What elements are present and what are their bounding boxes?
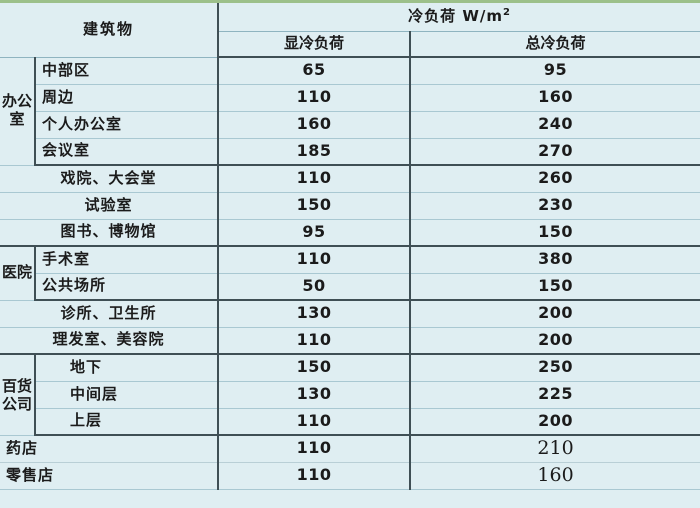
table-row: 试验室 150 230	[0, 192, 700, 220]
cell-sensible: 110	[217, 462, 411, 490]
table-header-row-secondary: 显冷负荷 总冷负荷	[0, 31, 700, 58]
row-label: 公共场所	[35, 273, 219, 301]
cell-sensible: 185	[217, 138, 411, 166]
cell-total: 200	[409, 408, 700, 436]
header-building: 建筑物	[0, 3, 219, 58]
cell-sensible: 150	[217, 192, 411, 220]
cell-sensible: 160	[217, 111, 411, 139]
group-label-department-store: 百货 公司	[0, 354, 36, 436]
cooling-load-table: 建筑物 冷负荷 W/m2 显冷负荷 总冷负荷 办公室 中部区 65 95 周边 …	[0, 3, 700, 490]
row-label: 个人办公室	[35, 111, 219, 139]
cell-total: 160	[409, 462, 700, 490]
row-label: 图书、博物馆	[0, 219, 219, 247]
cell-sensible: 150	[217, 354, 411, 382]
cell-total: 210	[409, 435, 700, 463]
table-row: 药店 110 210	[0, 435, 700, 463]
cell-sensible: 130	[217, 381, 411, 409]
group-label-hospital: 医院	[0, 246, 36, 301]
cell-sensible: 110	[217, 84, 411, 112]
cell-sensible: 110	[217, 246, 411, 274]
cell-total: 260	[409, 165, 700, 193]
table-row: 上层 110 200	[0, 408, 700, 436]
cell-total: 95	[409, 57, 700, 85]
cell-total: 150	[409, 273, 700, 301]
table-row: 公共场所 50 150	[0, 273, 700, 301]
cell-total: 160	[409, 84, 700, 112]
cell-total: 250	[409, 354, 700, 382]
table-header-row-primary: 建筑物 冷负荷 W/m2	[0, 3, 700, 58]
cell-total: 200	[409, 327, 700, 355]
cell-total: 230	[409, 192, 700, 220]
header-cooling-load: 冷负荷 W/m2	[217, 3, 700, 32]
table-row: 周边 110 160	[0, 84, 700, 112]
table-row: 个人办公室 160 240	[0, 111, 700, 139]
group-label-line1: 百货	[1, 376, 32, 395]
cell-total: 240	[409, 111, 700, 139]
row-label: 中部区	[35, 57, 219, 85]
table-row: 戏院、大会堂 110 260	[0, 165, 700, 193]
cell-total: 225	[409, 381, 700, 409]
row-label: 地下	[35, 354, 219, 382]
cell-total: 270	[409, 138, 700, 166]
cell-sensible: 65	[217, 57, 411, 85]
row-label: 会议室	[35, 138, 219, 166]
table-row: 诊所、卫生所 130 200	[0, 300, 700, 328]
cell-sensible: 110	[217, 408, 411, 436]
row-label: 试验室	[0, 192, 219, 220]
table-row: 办公室 中部区 65 95	[0, 57, 700, 166]
table-row: 图书、博物馆 95 150	[0, 219, 700, 247]
cell-sensible: 110	[217, 165, 411, 193]
row-label: 中间层	[35, 381, 219, 409]
table-row: 理发室、美容院 110 200	[0, 327, 700, 355]
table-row: 会议室 185 270	[0, 138, 700, 166]
row-label: 上层	[35, 408, 219, 436]
header-sensible-load: 显冷负荷	[217, 31, 411, 58]
group-label-office: 办公室	[0, 57, 36, 166]
cell-sensible: 50	[217, 273, 411, 301]
row-label: 药店	[0, 435, 219, 463]
row-label: 戏院、大会堂	[0, 165, 219, 193]
cell-sensible: 95	[217, 219, 411, 247]
table-row: 零售店 110 160	[0, 462, 700, 490]
row-label: 零售店	[0, 462, 219, 490]
table-row: 医院 手术室 110 380	[0, 246, 700, 301]
table-row: 中间层 130 225	[0, 381, 700, 409]
cell-total: 200	[409, 300, 700, 328]
cell-sensible: 130	[217, 300, 411, 328]
group-label-line2: 公司	[1, 394, 32, 413]
header-unit-superscript: 2	[502, 7, 511, 19]
row-label: 手术室	[35, 246, 219, 274]
table-row: 百货 公司 地下 150 250	[0, 354, 700, 436]
header-total-load: 总冷负荷	[409, 31, 700, 58]
header-cooling-load-text: 冷负荷 W/m	[408, 7, 503, 26]
row-label: 理发室、美容院	[0, 327, 219, 355]
row-label: 周边	[35, 84, 219, 112]
cell-sensible: 110	[217, 435, 411, 463]
cell-total: 150	[409, 219, 700, 247]
cell-total: 380	[409, 246, 700, 274]
cell-sensible: 110	[217, 327, 411, 355]
row-label: 诊所、卫生所	[0, 300, 219, 328]
